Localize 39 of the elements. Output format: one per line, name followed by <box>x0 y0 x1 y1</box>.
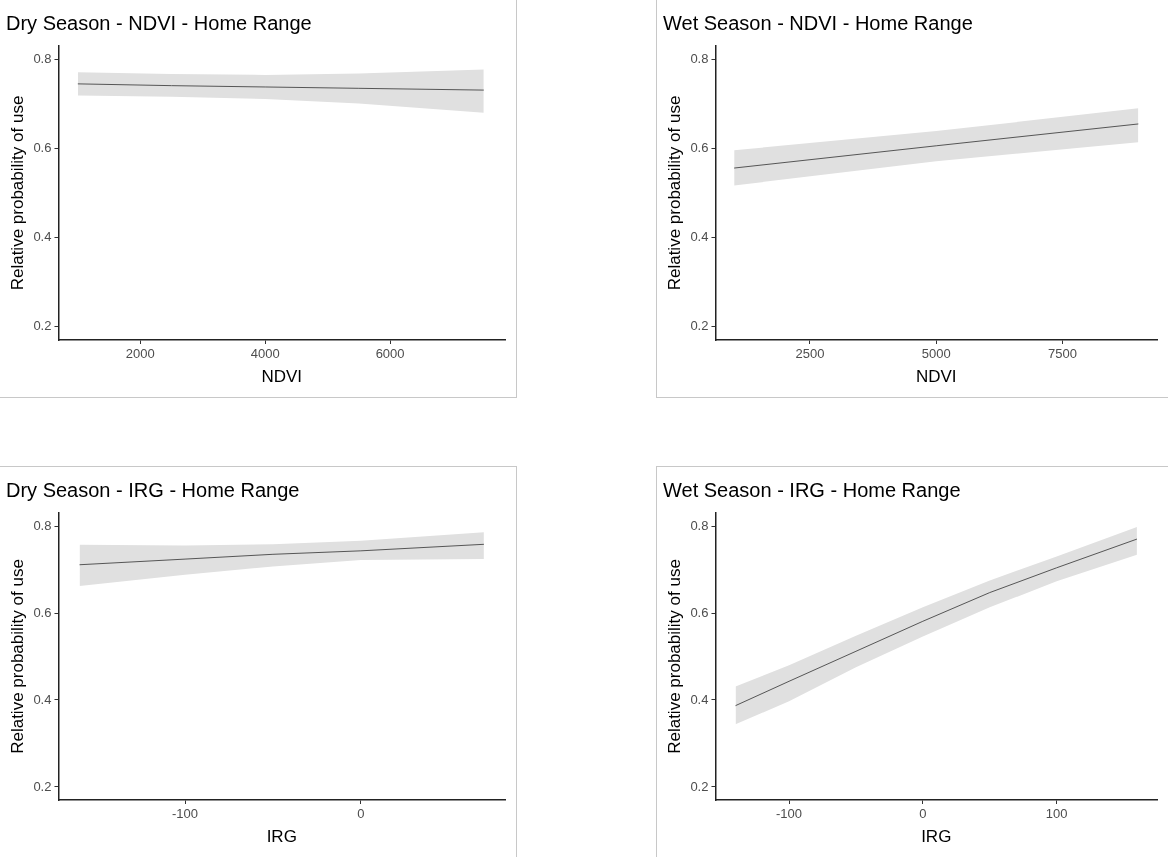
y-tick-label: 0.2 <box>33 778 52 794</box>
chart-title: Dry Season - NDVI - Home Range <box>6 11 312 34</box>
x-tick-label: 0 <box>357 806 365 822</box>
y-axis-title: Relative probability of use <box>664 559 684 754</box>
x-axis-title: NDVI <box>261 367 303 387</box>
y-tick-label: 0.6 <box>690 604 709 620</box>
y-axis-title: Relative probability of use <box>7 95 27 291</box>
y-tick-label: 0.4 <box>33 229 52 245</box>
x-axis-title: NDVI <box>915 367 957 387</box>
y-axis-title: Relative probability of use <box>664 95 684 291</box>
x-tick-label: 7500 <box>1048 346 1077 362</box>
chart-title: Wet Season - NDVI - Home Range <box>663 11 973 34</box>
y-tick-label: 0.2 <box>33 318 52 334</box>
x-axis-title: IRG <box>921 827 952 847</box>
y-tick-label: 0.8 <box>690 50 709 66</box>
x-tick-label: 2500 <box>795 346 825 362</box>
y-tick-label: 0.2 <box>690 318 709 334</box>
y-tick-label: 0.6 <box>33 140 52 156</box>
x-tick-label: 6000 <box>375 346 405 362</box>
y-tick-label: 0.8 <box>33 50 52 66</box>
y-tick-label: 0.8 <box>33 517 52 533</box>
y-axis-title: Relative probability of use <box>7 559 27 754</box>
chart-title: Wet Season - IRG - Home Range <box>663 478 961 501</box>
x-tick-label: -100 <box>776 806 803 822</box>
y-tick-label: 0.4 <box>690 691 709 707</box>
y-tick-label: 0.6 <box>33 604 52 620</box>
x-tick-label: 5000 <box>921 346 951 362</box>
x-tick-label: -100 <box>172 806 199 822</box>
chart-title: Dry Season - IRG - Home Range <box>6 478 300 501</box>
y-tick-label: 0.8 <box>690 517 709 533</box>
x-tick-label: 0 <box>919 806 927 822</box>
y-tick-label: 0.4 <box>33 691 52 707</box>
x-axis-title: IRG <box>266 827 297 847</box>
x-tick-label: 2000 <box>125 346 155 362</box>
y-tick-label: 0.4 <box>690 229 709 245</box>
y-tick-label: 0.2 <box>690 778 709 794</box>
x-tick-label: 100 <box>1045 806 1068 822</box>
y-tick-label: 0.6 <box>690 140 709 156</box>
x-tick-label: 4000 <box>250 346 280 362</box>
